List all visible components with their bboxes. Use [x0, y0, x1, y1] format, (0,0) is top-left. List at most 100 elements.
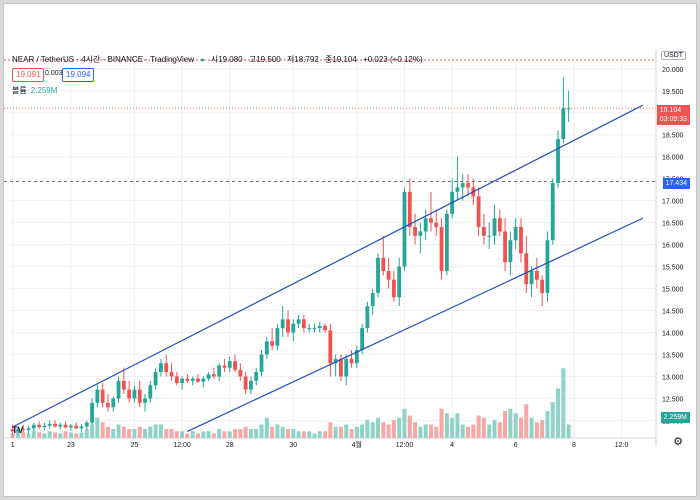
volume-bar — [174, 431, 179, 438]
volume-bar — [211, 433, 216, 438]
volume-bar — [132, 429, 137, 438]
volume-bar — [206, 431, 211, 438]
candle-body — [84, 422, 89, 427]
price-tick-label: 15.500 — [662, 265, 684, 272]
candle-body — [381, 257, 386, 271]
volume-bar — [375, 417, 381, 438]
volume-bar — [169, 429, 174, 438]
volume-bar — [259, 424, 264, 438]
ohlc-open: 시19.080 — [210, 55, 243, 64]
volume-bar — [338, 426, 343, 438]
volume-bar — [487, 424, 492, 438]
candle-body — [423, 218, 428, 232]
time-tick-label: 25 — [131, 442, 139, 449]
candle-body — [439, 227, 444, 271]
volume-bar — [95, 417, 100, 438]
volume-bar — [238, 429, 243, 438]
volume-bar — [275, 424, 280, 438]
candle-body — [58, 424, 63, 427]
candle-body — [63, 424, 68, 428]
candle-body — [233, 361, 237, 370]
volume-bar — [381, 422, 386, 438]
ohlc-low: 저18.792 — [286, 55, 319, 64]
candle-body — [556, 139, 560, 184]
volume-bar — [291, 429, 296, 438]
candle-body — [550, 183, 555, 241]
volume-bar — [164, 429, 169, 438]
candle-body — [185, 378, 190, 381]
time-tick-label: 6 — [514, 442, 518, 449]
time-tick-label: 12:00 — [396, 442, 414, 449]
volume-bar — [481, 417, 486, 438]
candle-body — [169, 372, 174, 377]
candle-body — [328, 330, 333, 364]
volume-bar — [21, 432, 26, 438]
volume-tag: 2.259M — [660, 412, 690, 423]
price-tick-label: 17.000 — [662, 199, 684, 206]
chart-frame: 12.00012.50013.00013.50014.00014.50015.0… — [3, 3, 697, 497]
volume-bar — [158, 424, 163, 438]
candle-body — [264, 341, 269, 355]
volume-bar — [545, 411, 550, 438]
volume-bar — [37, 432, 42, 438]
time-tick-label: 4 — [450, 442, 454, 449]
candle-body — [545, 240, 550, 293]
volume-bar — [466, 426, 471, 438]
chart-header: NEAR / TetherUS · 4시간 · BINANCE · Tradin… — [12, 54, 427, 65]
bid-price[interactable]: 19.091 — [12, 68, 45, 82]
candle-body — [254, 372, 259, 381]
price-tick-label: 19.500 — [662, 89, 684, 96]
ohlc-change: +0.023 (+0.12%) — [363, 55, 423, 64]
candle-body — [174, 376, 179, 384]
volume-bar — [270, 426, 275, 438]
volume-label: 볼륨 — [12, 86, 27, 95]
volume-bar — [407, 415, 412, 438]
price-tick-label: 20.000 — [662, 67, 684, 74]
currency-selector[interactable]: USDT — [660, 51, 686, 60]
candle-body — [280, 319, 285, 329]
candle-body — [519, 227, 523, 254]
candle-body — [497, 218, 502, 232]
candle-body — [301, 319, 306, 329]
price-chart[interactable]: 12.00012.50013.00013.50014.00014.50015.0… — [4, 4, 698, 498]
volume-bar — [323, 431, 328, 438]
candle-body — [386, 270, 391, 280]
price-tick-label: 16.000 — [662, 243, 684, 250]
candle-body — [16, 429, 20, 432]
symbol-title: NEAR / TetherUS · 4시간 · BINANCE · Tradin… — [12, 55, 195, 64]
candle-body — [153, 372, 158, 386]
candle-body — [47, 423, 52, 426]
volume-bar — [15, 431, 20, 438]
volume-bar — [360, 424, 365, 438]
candle-body — [339, 358, 343, 377]
volume-bar — [143, 429, 148, 438]
volume-bar — [307, 431, 312, 438]
volume-bar — [84, 429, 89, 438]
candle-body — [323, 325, 327, 331]
price-tick-label: 13.000 — [662, 374, 684, 381]
candle-body — [106, 402, 110, 408]
candle-body — [270, 341, 275, 346]
volume-bar — [534, 422, 539, 438]
volume-bar — [354, 426, 359, 438]
candle-body — [164, 363, 169, 373]
volume-bar — [418, 426, 423, 438]
ask-price[interactable]: 19.094 — [62, 68, 95, 82]
volume-bar — [201, 431, 206, 438]
candle-body — [190, 378, 195, 381]
volume-bar — [111, 429, 116, 438]
volume-bar — [349, 429, 354, 438]
time-tick-label: 23 — [67, 442, 75, 449]
price-tick-label: 14.000 — [662, 331, 684, 338]
volume-bar — [508, 408, 513, 438]
volume-bar — [280, 426, 285, 438]
candle-body — [333, 358, 338, 364]
volume-bar — [264, 417, 269, 438]
settings-gear-icon[interactable]: ⚙ — [673, 436, 683, 448]
price-tick-label: 16.500 — [662, 221, 684, 228]
candle-body — [508, 240, 513, 263]
volume-bar — [243, 426, 248, 438]
volume-bar — [68, 432, 73, 438]
volume-bar — [222, 431, 227, 438]
volume-bar — [116, 424, 121, 438]
